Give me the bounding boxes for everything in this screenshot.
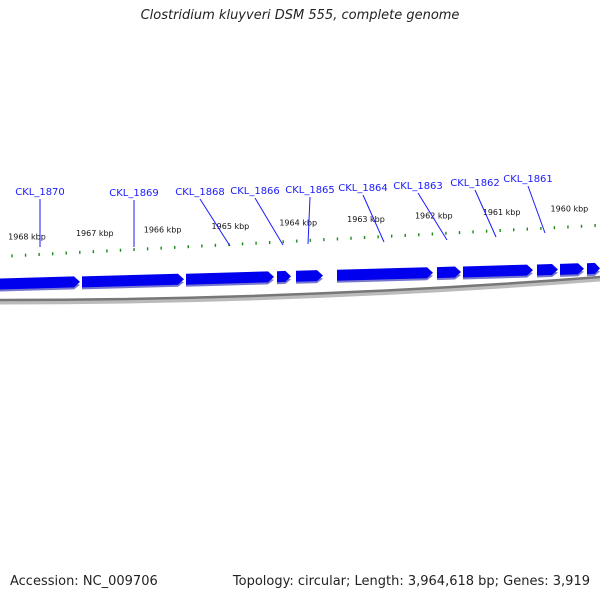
- gene-arrow: [82, 273, 184, 288]
- genome-backbone-shadow: [0, 276, 600, 305]
- gene-label: CKL_1863: [393, 181, 443, 192]
- gene-label: CKL_1869: [109, 188, 159, 199]
- gene-label-leaders: [39, 185, 546, 247]
- gene-arrow: [0, 276, 80, 290]
- gene-label: CKL_1864: [338, 183, 388, 194]
- scale-label: 1966 kbp: [144, 226, 182, 235]
- scale-ticks-outer: [11, 224, 596, 258]
- scale-label: 1964 kbp: [279, 218, 317, 227]
- map-title: Clostridium kluyveri DSM 555, complete g…: [140, 8, 460, 23]
- gene-leader-line: [527, 185, 546, 234]
- gene-arrow: [537, 264, 558, 276]
- gene-track: [0, 262, 600, 292]
- gene-label: CKL_1862: [450, 178, 500, 189]
- genome-summary-text: Topology: circular; Length: 3,964,618 bp…: [232, 574, 590, 589]
- scale-labels: 1968 kbp 1967 kbp 1966 kbp 1965 kbp 1964 kbp…: [8, 204, 588, 241]
- accession-text: Accession: NC_009706: [10, 574, 158, 589]
- scale-label: 1963 kbp: [347, 215, 385, 224]
- gene-labels: CKL_1870 CKL_1869 CKL_1868 CKL_1866 CKL_1865…: [15, 174, 553, 199]
- scale-label: 1968 kbp: [8, 233, 46, 242]
- gene-label: CKL_1861: [503, 174, 553, 185]
- gene-label: CKL_1870: [15, 187, 65, 198]
- gene-leader-line: [474, 189, 497, 238]
- gene-label: CKL_1865: [285, 185, 335, 196]
- gene-arrow: [296, 270, 323, 282]
- gene-leader-line: [417, 192, 448, 241]
- scale-label: 1965 kbp: [212, 222, 250, 231]
- gene-arrow: [437, 266, 461, 279]
- gene-leader-line: [362, 194, 385, 243]
- gene-arrow: [337, 267, 433, 281]
- gene-label: CKL_1866: [230, 186, 280, 197]
- scale-label: 1962 kbp: [415, 211, 453, 220]
- gene-arrow: [560, 263, 584, 275]
- genome-backbone: [0, 275, 600, 302]
- gene-arrow: [277, 270, 291, 283]
- gene-arrow: [463, 264, 533, 278]
- gene-arrow: [186, 271, 274, 285]
- scale-label: 1960 kbp: [551, 204, 589, 213]
- gene-label: CKL_1868: [175, 187, 225, 198]
- scale-label: 1961 kbp: [483, 208, 521, 217]
- gene-leader-line: [254, 197, 284, 246]
- scale-ticks-inner: [12, 327, 595, 344]
- gene-leader-line: [307, 196, 311, 245]
- scale-label: 1967 kbp: [76, 229, 114, 238]
- gene-arrow: [587, 262, 600, 275]
- gene-leader-line: [199, 198, 231, 247]
